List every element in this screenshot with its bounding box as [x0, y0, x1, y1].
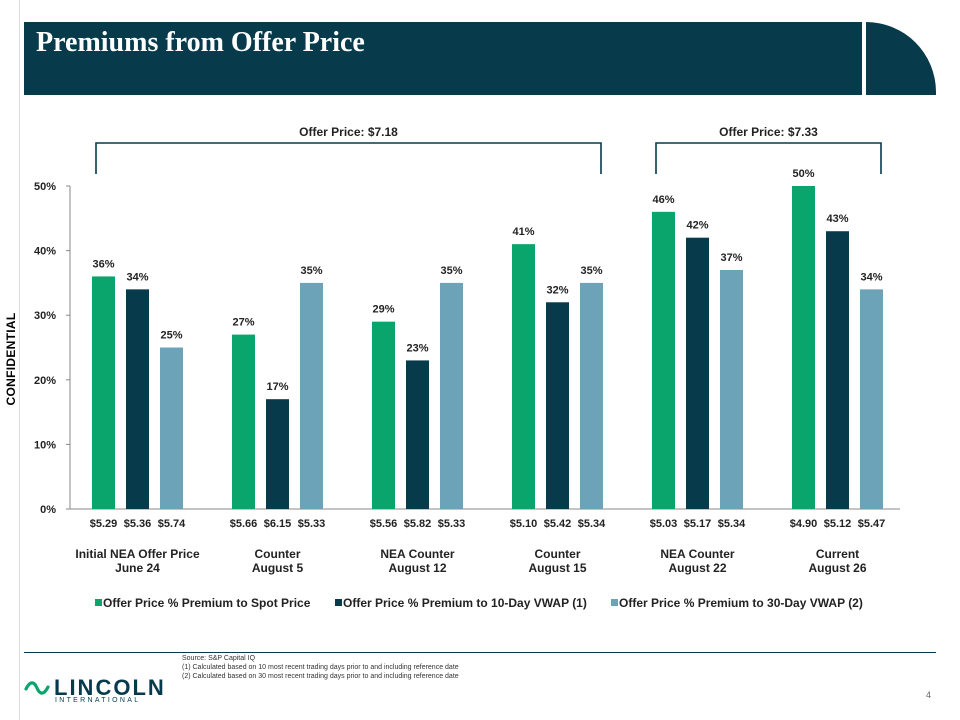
slide-title: Premiums from Offer Price — [36, 27, 365, 58]
bar-value-label: 17% — [266, 381, 288, 393]
group-label-line1: Initial NEA Offer Price — [75, 547, 200, 561]
bar-value-label: 42% — [686, 220, 708, 232]
legend-label: Offer Price % Premium to 10-Day VWAP (1) — [343, 596, 587, 610]
bar — [92, 276, 115, 509]
bar — [580, 282, 603, 509]
bar-value-label: 29% — [372, 304, 394, 316]
legend-swatch — [611, 599, 618, 606]
bar-price-label: $5.03 — [650, 518, 678, 530]
bar — [792, 186, 815, 509]
bar-price-label: $5.66 — [230, 518, 258, 530]
bar-value-label: 50% — [792, 168, 814, 180]
group-label-line2: August 12 — [388, 561, 446, 575]
footnotes: Source: S&P Capital IQ (1) Calculated ba… — [182, 654, 459, 681]
legend-label: Offer Price % Premium to 30-Day VWAP (2) — [619, 596, 863, 610]
group-label-line1: Current — [816, 547, 859, 561]
group-label-line2: August 22 — [668, 561, 726, 575]
bar-value-label: 37% — [720, 252, 742, 264]
title-bar: Premiums from Offer Price — [24, 22, 862, 95]
bar — [406, 360, 429, 509]
offer-price-bracket — [95, 142, 602, 174]
lincoln-logo: LINCOLN INTERNATIONAL — [24, 675, 174, 710]
offer-price-label: Offer Price: $7.33 — [719, 125, 818, 139]
bar-price-label: $5.47 — [858, 518, 886, 530]
group-label-line1: NEA Counter — [660, 547, 735, 561]
bar — [440, 282, 463, 509]
bar — [860, 289, 883, 509]
bar — [266, 399, 289, 509]
bar-price-label: $5.17 — [684, 518, 712, 530]
y-tick-label: 30% — [34, 310, 56, 322]
bar — [546, 302, 569, 509]
y-tick-label: 20% — [34, 375, 56, 387]
bar — [160, 347, 183, 509]
bar-price-label: $5.12 — [824, 518, 852, 530]
bar-price-label: $5.36 — [124, 518, 152, 530]
group-label-line2: August 26 — [808, 561, 866, 575]
bar-value-label: 35% — [300, 265, 322, 277]
bar-price-label: $5.56 — [370, 518, 398, 530]
group-label-line2: August 15 — [528, 561, 586, 575]
bar — [232, 334, 255, 509]
bar — [300, 282, 323, 509]
footnote-1: (1) Calculated based on 10 most recent t… — [182, 664, 459, 671]
bar-value-label: 46% — [652, 194, 674, 206]
bar-price-label: $5.33 — [298, 518, 326, 530]
footer-rule — [24, 652, 936, 653]
y-tick-label: 50% — [34, 181, 56, 193]
offer-price-bracket — [655, 142, 882, 174]
bar-value-label: 35% — [440, 265, 462, 277]
bar-price-label: $6.15 — [264, 518, 292, 530]
lincoln-wave-icon — [24, 681, 50, 695]
page-number: 4 — [926, 690, 932, 700]
bar-price-label: $5.10 — [510, 518, 538, 530]
bar-price-label: $5.29 — [90, 518, 118, 530]
bar — [372, 321, 395, 509]
bar-value-label: 36% — [92, 258, 114, 270]
bar — [826, 231, 849, 509]
group-label-line2: August 5 — [252, 561, 304, 575]
logo-subtitle: INTERNATIONAL — [55, 697, 141, 704]
premiums-bar-chart: 0% 10% 20% 30% 40% 50% 36% $5.29 34% $5.36 25% $5.7… — [34, 125, 900, 610]
bar-value-label: 34% — [126, 271, 148, 283]
footnote-source: Source: S&P Capital IQ — [182, 655, 256, 662]
legend-swatch — [95, 599, 102, 606]
offer-price-label: Offer Price: $7.18 — [299, 125, 398, 139]
bar-value-label: 34% — [860, 271, 882, 283]
bar-price-label: $4.90 — [790, 518, 818, 530]
group-label-line1: NEA Counter — [380, 547, 455, 561]
bar-value-label: 27% — [232, 317, 254, 329]
bar — [686, 237, 709, 509]
left-margin-rule — [19, 0, 20, 720]
bar — [126, 289, 149, 509]
legend-label: Offer Price % Premium to Spot Price — [103, 596, 311, 610]
bar-price-label: $5.34 — [718, 518, 746, 530]
group-label-line1: Counter — [535, 547, 581, 561]
legend-swatch — [335, 599, 342, 606]
bar — [652, 211, 675, 509]
y-tick-label: 40% — [34, 246, 56, 258]
bar-value-label: 32% — [546, 284, 568, 296]
bar-value-label: 43% — [826, 213, 848, 225]
y-tick-label: 0% — [40, 504, 56, 516]
bar-price-label: $5.34 — [578, 518, 606, 530]
footnote-2: (2) Calculated based on 30 most recent t… — [182, 673, 459, 680]
bar-value-label: 23% — [406, 342, 428, 354]
bar-value-label: 41% — [512, 226, 534, 238]
bar-value-label: 35% — [580, 265, 602, 277]
bar-price-label: $5.74 — [158, 518, 186, 530]
bar-price-label: $5.82 — [404, 518, 432, 530]
bar — [512, 244, 535, 509]
bar-price-label: $5.33 — [438, 518, 466, 530]
group-label-line2: June 24 — [115, 561, 160, 575]
bar — [720, 269, 743, 509]
logo-wordmark: LINCOLN — [54, 675, 166, 700]
bar-price-label: $5.42 — [544, 518, 572, 530]
group-label-line1: Counter — [255, 547, 301, 561]
y-tick-label: 10% — [34, 439, 56, 451]
bar-value-label: 25% — [160, 330, 182, 342]
